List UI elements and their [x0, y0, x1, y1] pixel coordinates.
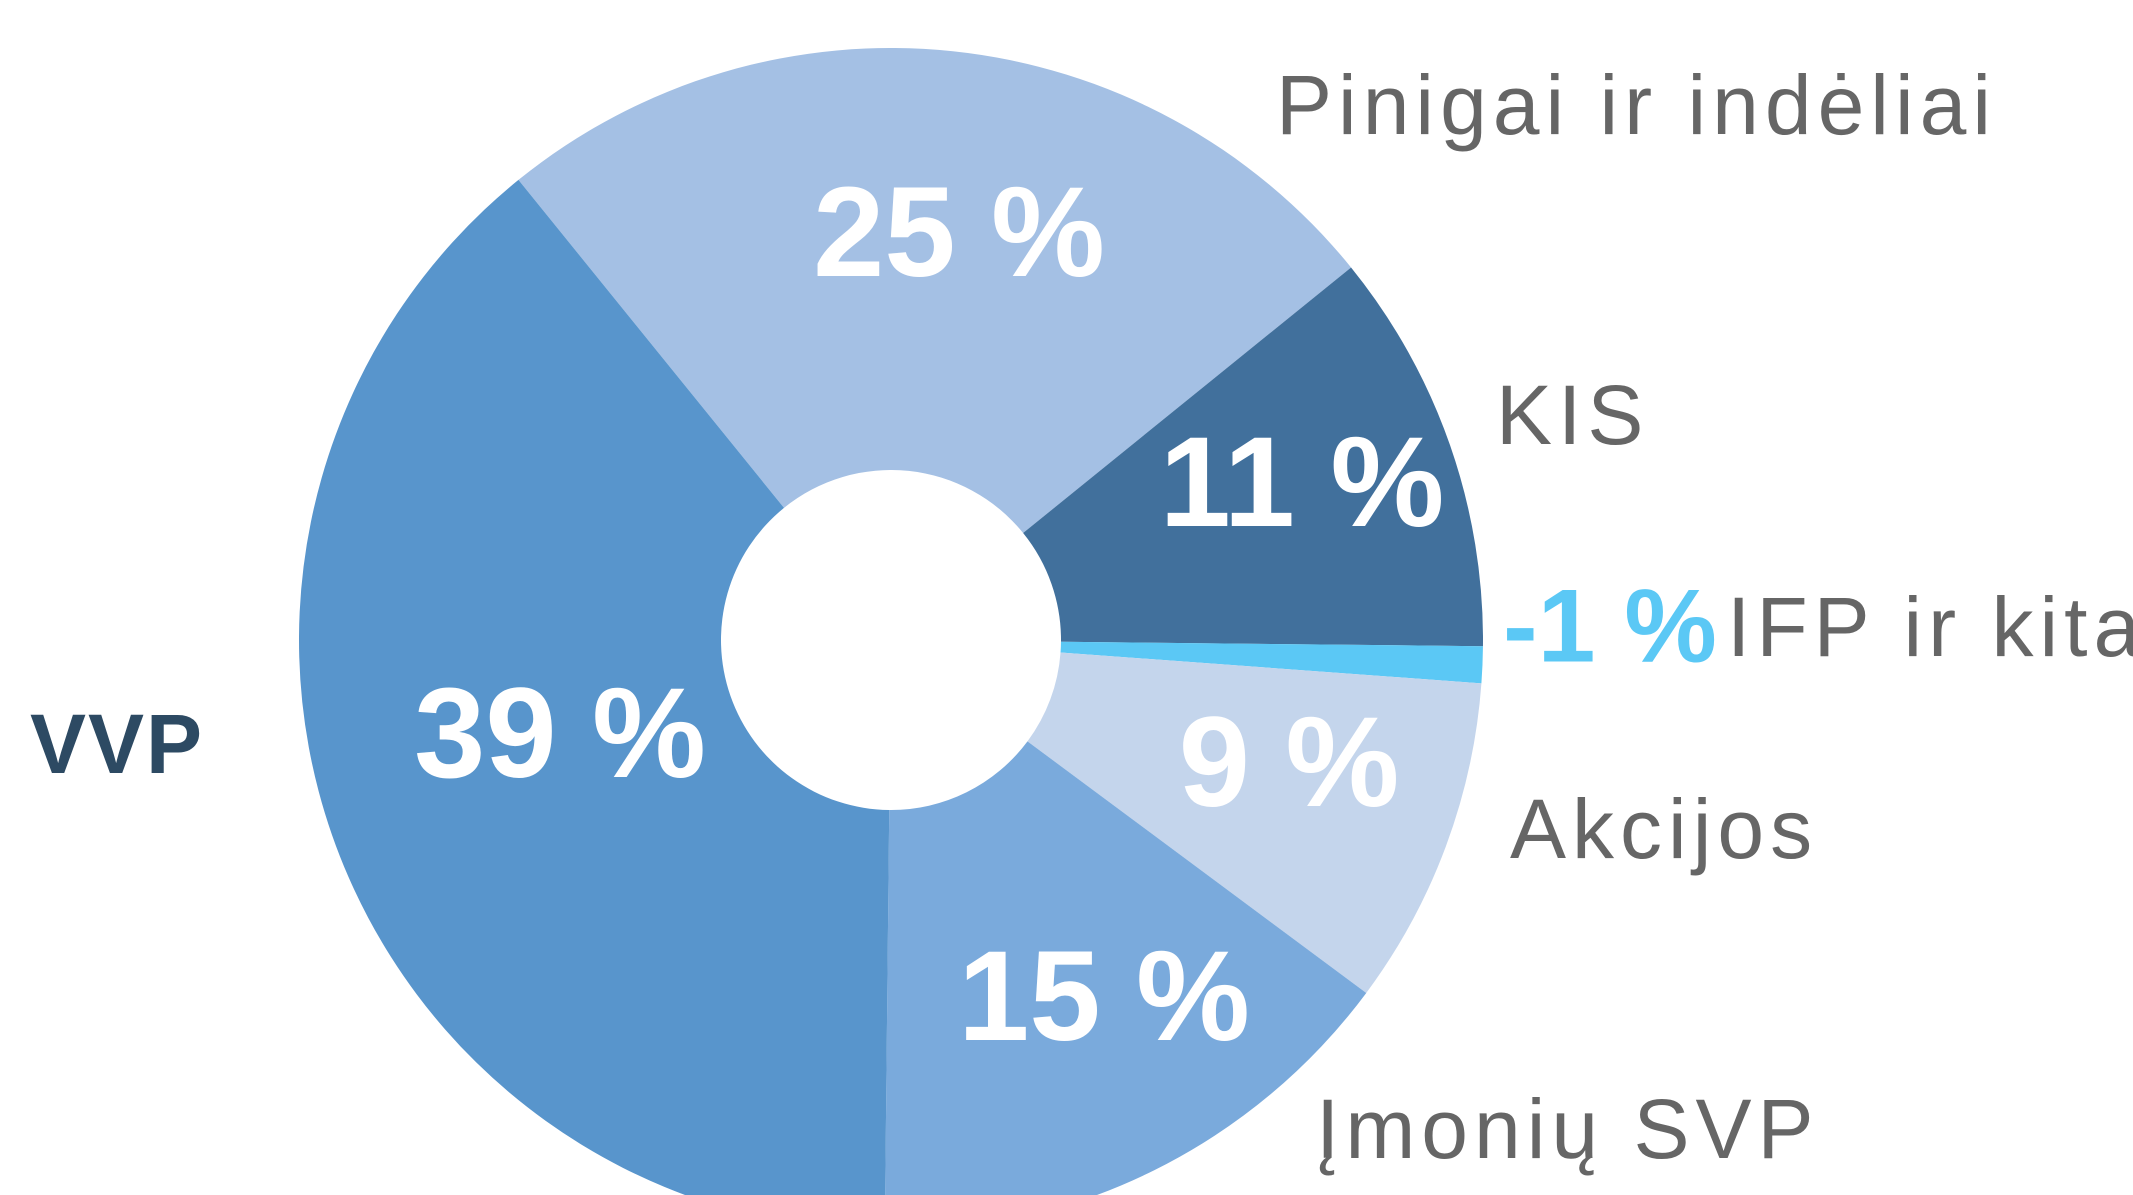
slice	[1023, 267, 1483, 647]
category-label: VVP	[30, 697, 204, 791]
value-label: -1 %	[1503, 568, 1717, 684]
slice	[885, 741, 1367, 1195]
category-label: Akcijos	[1510, 782, 1818, 876]
slice	[1027, 652, 1482, 993]
slice	[1060, 641, 1483, 684]
category-label: KIS	[1496, 368, 1649, 462]
slice	[518, 47, 1352, 534]
slice	[299, 179, 890, 1195]
value-label: 15 %	[958, 925, 1250, 1068]
value-label: 39 %	[414, 662, 706, 805]
value-label: 11 %	[1160, 411, 1445, 554]
value-label: 25 %	[813, 161, 1105, 304]
category-label: Įmonių SVP	[1316, 1082, 1820, 1176]
category-label: Pinigai ir indėliai	[1276, 58, 1997, 152]
category-label: IFP ir kita	[1727, 580, 2133, 674]
value-label: 9 %	[1179, 691, 1400, 834]
